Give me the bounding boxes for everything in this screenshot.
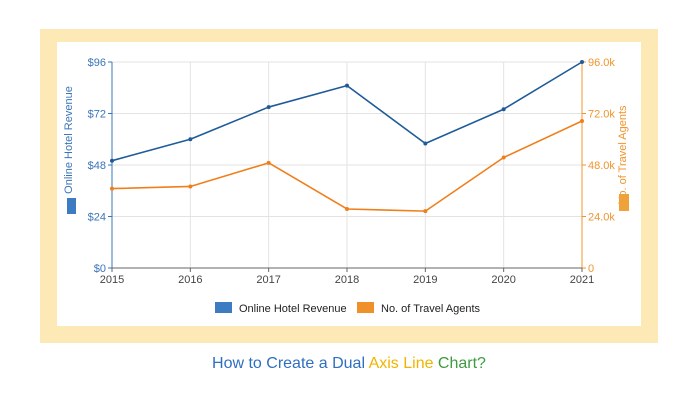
right-axis-title: No. of Travel Agents xyxy=(617,105,629,205)
legend-label-2: No. of Travel Agents xyxy=(381,303,481,315)
right-axis-tick-label: 24.0k xyxy=(588,212,615,224)
right-axis-tick-label: 96.0k xyxy=(588,57,615,69)
right-axis-tick-label: 48.0k xyxy=(588,160,615,172)
left-axis-tick-label: $48 xyxy=(88,160,106,172)
caption-part-3: Chart? xyxy=(433,355,486,372)
left-axis-tick-label: $96 xyxy=(88,57,106,69)
caption-part-1: How to Create a Dual xyxy=(212,355,369,372)
series-2-point xyxy=(501,155,506,160)
page-caption: How to Create a Dual Axis Line Chart? xyxy=(0,355,698,373)
series-1-point xyxy=(110,158,114,163)
series-2-point xyxy=(345,206,349,211)
right-axis-swatch xyxy=(619,194,629,211)
series-2-point xyxy=(580,119,584,124)
right-axis-tick-label: 0 xyxy=(588,263,594,275)
x-axis-tick-label: 2021 xyxy=(570,274,594,286)
x-axis-tick-label: 2017 xyxy=(256,274,280,286)
series-2-point xyxy=(423,209,428,214)
series-1-point xyxy=(266,105,271,110)
series-1-point xyxy=(188,137,193,142)
left-axis-tick-label: $0 xyxy=(94,263,106,275)
series-1-point xyxy=(345,83,349,88)
series-1-point xyxy=(580,60,584,64)
chart-card xyxy=(57,42,641,326)
left-axis-swatch xyxy=(67,198,76,214)
series-2-point xyxy=(266,160,271,165)
legend-label-1: Online Hotel Revenue xyxy=(239,303,347,315)
x-axis-tick-label: 2016 xyxy=(178,274,202,286)
x-axis-tick-label: 2019 xyxy=(413,274,437,286)
series-1-point xyxy=(423,141,428,146)
x-axis-tick-label: 2015 xyxy=(100,274,124,286)
left-axis-title: Online Hotel Revenue xyxy=(63,86,75,194)
caption-part-2: Axis Line xyxy=(368,355,434,372)
series-2-point xyxy=(110,186,114,191)
legend-swatch-2 xyxy=(357,302,374,313)
left-axis-tick-label: $24 xyxy=(88,212,106,224)
series-1-point xyxy=(501,107,506,112)
x-axis-tick-label: 2018 xyxy=(335,274,359,286)
series-2-point xyxy=(188,184,193,189)
x-axis-tick-label: 2020 xyxy=(491,274,515,286)
left-axis-tick-label: $72 xyxy=(88,109,106,121)
legend-swatch-1 xyxy=(215,302,232,313)
right-axis-tick-label: 72.0k xyxy=(588,109,615,121)
